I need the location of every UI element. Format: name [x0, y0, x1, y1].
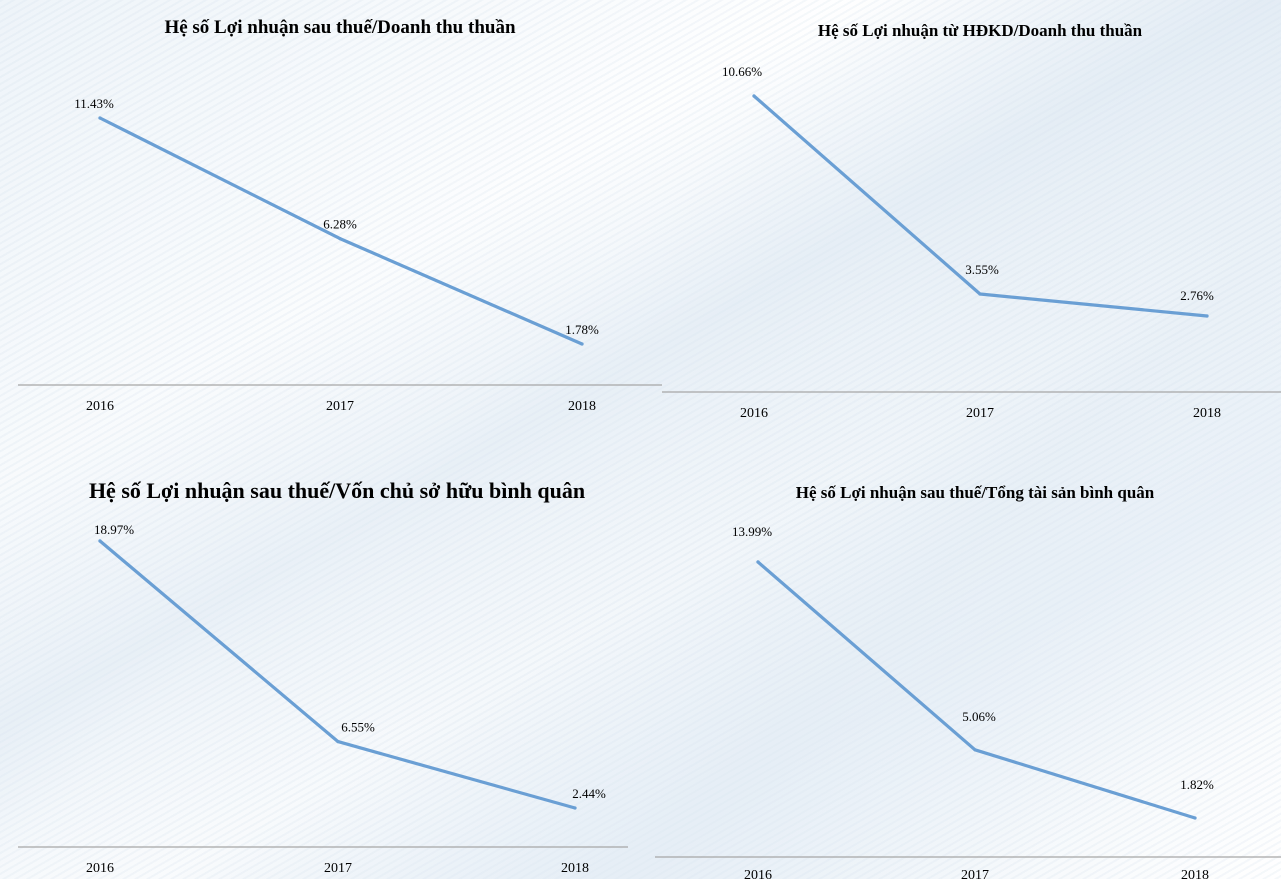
data-label: 18.97%	[94, 522, 134, 537]
x-tick-label: 2017	[324, 861, 352, 876]
x-tick-label: 2016	[740, 406, 768, 421]
data-label: 1.82%	[1180, 777, 1214, 792]
chart-title: Hệ số Lợi nhuận từ HĐKD/Doanh thu thuần	[818, 21, 1143, 40]
x-tick-label: 2018	[561, 861, 589, 876]
data-point	[978, 292, 982, 296]
x-tick-label: 2018	[1181, 868, 1209, 879]
chart-panel-1: Hệ số Lợi nhuận sau thuế/Doanh thu thuần…	[18, 17, 662, 414]
data-point	[973, 748, 977, 752]
data-point	[756, 560, 760, 564]
chart-title: Hệ số Lợi nhuận sau thuế/Doanh thu thuần	[164, 17, 516, 38]
data-point	[98, 116, 102, 120]
data-point	[580, 342, 584, 346]
data-point	[1205, 314, 1209, 318]
x-tick-label: 2016	[744, 868, 772, 879]
data-label: 11.43%	[74, 96, 114, 111]
data-label: 6.28%	[323, 217, 357, 232]
x-tick-label: 2017	[326, 399, 354, 414]
data-label: 2.76%	[1180, 288, 1214, 303]
x-tick-label: 2016	[86, 399, 114, 414]
data-label: 10.66%	[722, 64, 762, 79]
data-point	[1193, 816, 1197, 820]
series-line	[756, 560, 1197, 820]
x-tick-label: 2018	[568, 399, 596, 414]
chart-panel-3: Hệ số Lợi nhuận sau thuế/Vốn chủ sở hữu …	[18, 478, 628, 876]
data-label: 13.99%	[732, 524, 772, 539]
chart-title: Hệ số Lợi nhuận sau thuế/Tổng tài sản bì…	[796, 483, 1155, 502]
chart-panel-2: Hệ số Lợi nhuận từ HĐKD/Doanh thu thuần 1…	[662, 21, 1281, 421]
x-tick-label: 2017	[961, 868, 989, 879]
data-point	[336, 740, 340, 744]
data-label: 5.06%	[962, 709, 996, 724]
data-label: 3.55%	[965, 262, 999, 277]
data-point	[573, 806, 577, 810]
series-line	[752, 94, 1209, 318]
x-tick-label: 2017	[966, 406, 994, 421]
data-label: 2.44%	[572, 786, 606, 801]
x-tick-label: 2016	[86, 861, 114, 876]
data-point	[752, 94, 756, 98]
series-line	[98, 539, 577, 810]
data-label: 1.78%	[565, 322, 599, 337]
chart-title: Hệ số Lợi nhuận sau thuế/Vốn chủ sở hữu …	[89, 478, 585, 503]
data-label: 6.55%	[341, 720, 375, 735]
data-point	[338, 237, 342, 241]
x-tick-label: 2018	[1193, 406, 1221, 421]
chart-panel-4: Hệ số Lợi nhuận sau thuế/Tổng tài sản bì…	[655, 483, 1281, 879]
data-point	[98, 539, 102, 543]
